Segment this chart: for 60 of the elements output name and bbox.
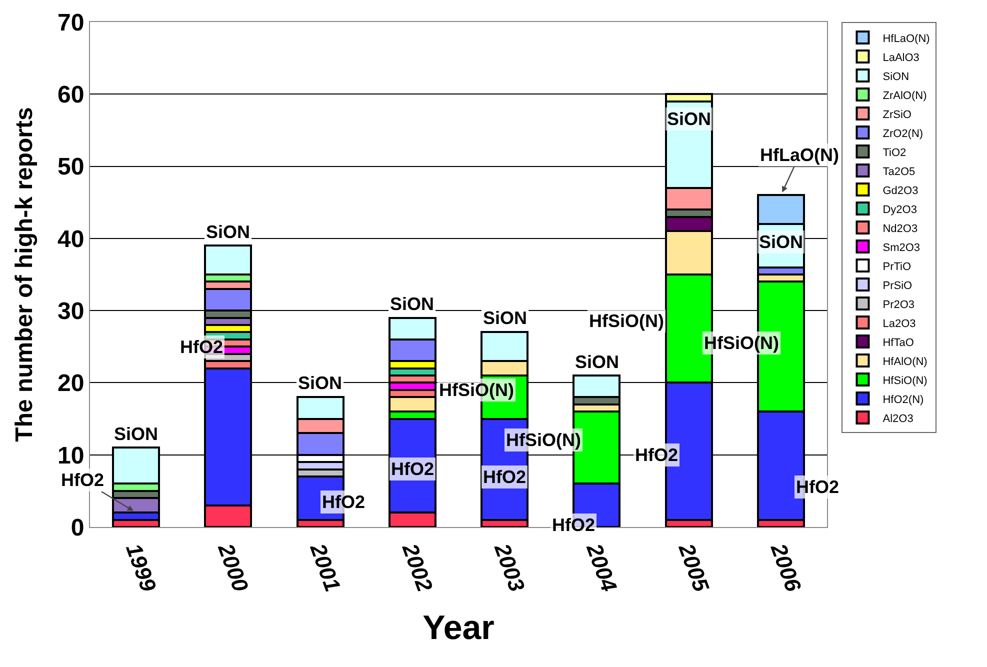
x-tick-label: 1999 — [121, 540, 162, 596]
legend-label: PrSiO — [882, 280, 913, 292]
y-tick-label: 30 — [57, 298, 84, 325]
y-axis-title: The number of high-k reports — [11, 107, 38, 442]
x-tick-label: 2003 — [489, 539, 530, 595]
annotation: SiON — [575, 352, 620, 372]
annotation: HfO2 — [180, 337, 224, 357]
legend-label: Sm2O3 — [882, 242, 920, 254]
y-tick-label: 40 — [57, 226, 84, 253]
annotation: HfSiO(N) — [704, 333, 779, 353]
x-tick-label: 2004 — [581, 539, 622, 595]
legend-label: SiON — [882, 70, 910, 83]
annotation: HfO2 — [322, 492, 366, 512]
legend-label: HfSiO(N) — [882, 374, 928, 387]
legend-label: PrTiO — [882, 260, 912, 273]
annotation: HfSiO(N) — [589, 311, 664, 331]
y-tick-label: 0 — [70, 514, 84, 542]
legend-label: Al2O3 — [882, 412, 914, 425]
y-tick-label: 10 — [57, 442, 84, 470]
annotation: SiON — [390, 294, 434, 314]
legend-label: HfLaO(N) — [882, 32, 930, 45]
annotation: HfO2 — [391, 459, 434, 479]
annotation: HfSiO(N) — [439, 380, 514, 400]
annotation: HfLaO(N) — [760, 145, 839, 165]
annotation: SiON — [114, 424, 158, 444]
legend-label: HfAlO(N) — [882, 356, 928, 368]
legend-label: HfO2(N) — [882, 394, 924, 406]
legend-label: Gd2O3 — [882, 184, 918, 197]
legend-label: ZrSiO — [882, 108, 912, 121]
legend-label: La2O3 — [882, 318, 916, 330]
y-tick-label: 50 — [57, 154, 84, 181]
y-tick-label: 70 — [57, 9, 84, 36]
annotation: SiON — [759, 232, 804, 252]
x-tick-label: 2000 — [212, 539, 254, 596]
legend-label: ZrO2(N) — [882, 128, 924, 140]
y-tick-label: 60 — [57, 82, 84, 109]
annotation: HfO2 — [483, 467, 526, 487]
annotation: SiON — [298, 373, 342, 393]
x-tick-label: 2002 — [397, 539, 438, 596]
legend-label: ZrAlO(N) — [882, 90, 927, 102]
annotation: HfO2 — [552, 515, 596, 535]
legend-label: HfTaO — [882, 336, 914, 349]
annotation: HfO2 — [796, 477, 840, 497]
x-tick-label: 2001 — [304, 539, 346, 595]
x-tick-label: 2006 — [766, 539, 806, 596]
legend-label: Nd2O3 — [882, 222, 918, 235]
x-tick-label: 2005 — [673, 539, 714, 596]
x-axis-title: Year — [422, 609, 494, 647]
annotation: HfO2 — [61, 470, 104, 490]
legend-label: LaAlO3 — [882, 52, 920, 64]
legend-label: TiO2 — [882, 146, 906, 159]
annotation: SiON — [206, 222, 250, 242]
annotation: SiON — [667, 109, 712, 129]
annotation: HfSiO(N) — [506, 430, 581, 450]
y-tick-label: 20 — [57, 370, 84, 398]
annotation: SiON — [483, 308, 528, 328]
legend-label: Dy2O3 — [882, 204, 917, 216]
legend-label: Pr2O3 — [882, 298, 915, 311]
annotation: HfO2 — [635, 445, 678, 465]
legend-label: Ta2O5 — [882, 166, 916, 178]
